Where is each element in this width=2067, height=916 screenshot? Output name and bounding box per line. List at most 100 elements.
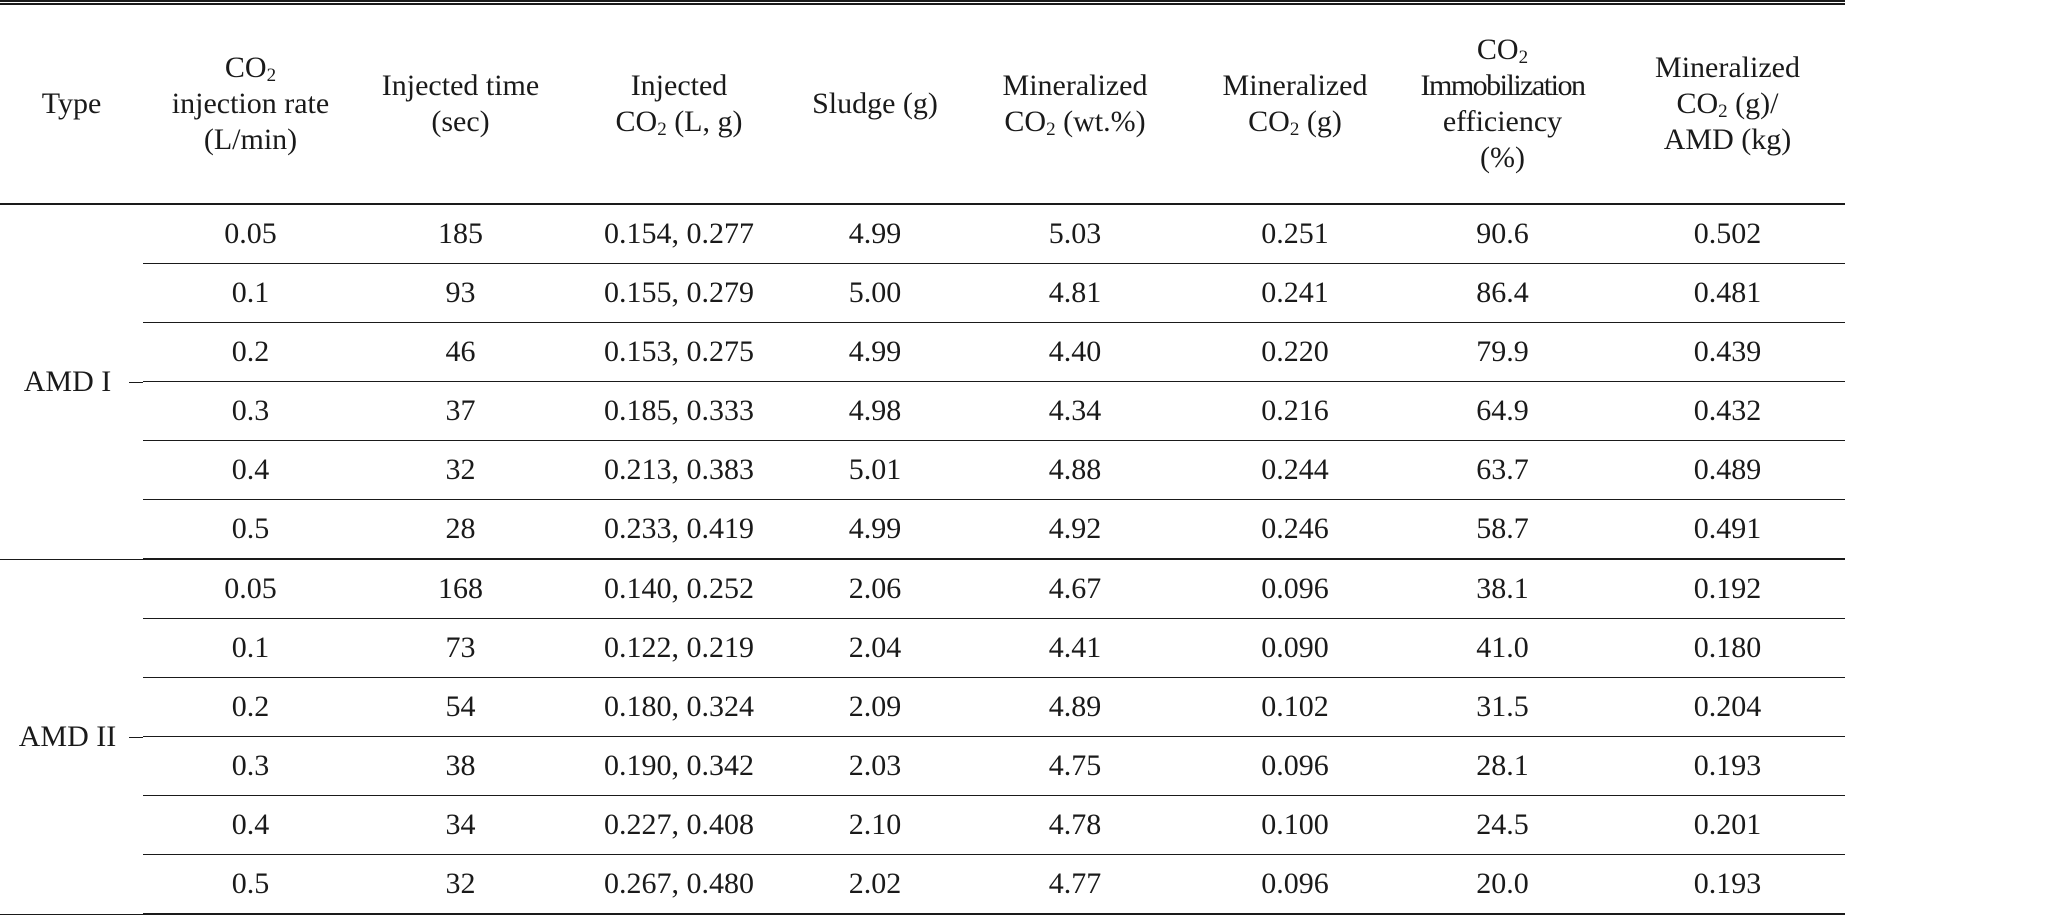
cell-sludge: 4.99 xyxy=(795,204,955,264)
header-mineralized-per-amd: Mineralized CO2 (g)/ AMD (kg) xyxy=(1610,0,1845,205)
cell-mineralized-g: 0.096 xyxy=(1195,736,1395,796)
cell-mineralized-g: 0.102 xyxy=(1195,677,1395,737)
cell-injection-rate: 0.4 xyxy=(143,795,358,855)
header-sludge: Sludge (g) xyxy=(795,0,955,205)
table-row: 0.2 54 0.180, 0.324 2.09 4.89 0.102 31.5 0.204 xyxy=(0,677,1845,737)
cell-sludge: 2.04 xyxy=(795,618,955,678)
cell-injected-time: 32 xyxy=(358,440,563,500)
cell-mineralized-g: 0.251 xyxy=(1195,204,1395,264)
cell-sludge: 2.10 xyxy=(795,795,955,855)
table-row: 0.2 46 0.153, 0.275 4.99 4.40 0.220 79.9 0.439 xyxy=(0,322,1845,382)
co2-mineralization-table: Type CO2 injection rate (L/min) Injected… xyxy=(0,0,1845,915)
cell-mineralized-g: 0.096 xyxy=(1195,854,1395,915)
table-row: 0.4 34 0.227, 0.408 2.10 4.78 0.100 24.5 0.201 xyxy=(0,795,1845,855)
cell-immobilization-efficiency: 41.0 xyxy=(1395,618,1610,678)
cell-mineralized-wt: 4.89 xyxy=(955,677,1195,737)
cell-injected-time: 168 xyxy=(358,559,563,619)
cell-injection-rate: 0.2 xyxy=(143,322,358,382)
header-mineralized-g: Mineralized CO2 (g) xyxy=(1195,0,1395,205)
cell-mineralized-per-amd: 0.491 xyxy=(1610,499,1845,560)
cell-injection-rate: 0.4 xyxy=(143,440,358,500)
cell-injected-time: 46 xyxy=(358,322,563,382)
cell-injection-rate: 0.1 xyxy=(143,618,358,678)
cell-injected-co2: 0.153, 0.275 xyxy=(563,322,795,382)
cell-mineralized-per-amd: 0.180 xyxy=(1610,618,1845,678)
cell-sludge: 2.02 xyxy=(795,854,955,915)
cell-mineralized-per-amd: 0.432 xyxy=(1610,381,1845,441)
table-row: 0.3 37 0.185, 0.333 4.98 4.34 0.216 64.9 0.432 xyxy=(0,381,1845,441)
table-row: 0.5 28 0.233, 0.419 4.99 4.92 0.246 58.7 0.491 xyxy=(0,499,1845,560)
cell-mineralized-wt: 4.67 xyxy=(955,559,1195,619)
cell-injected-co2: 0.154, 0.277 xyxy=(563,204,795,264)
cell-immobilization-efficiency: 86.4 xyxy=(1395,263,1610,323)
cell-injected-time: 54 xyxy=(358,677,563,737)
cell-mineralized-wt: 4.75 xyxy=(955,736,1195,796)
cell-injection-rate: 0.05 xyxy=(143,559,358,619)
cell-sludge: 2.03 xyxy=(795,736,955,796)
cell-mineralized-wt: 4.77 xyxy=(955,854,1195,915)
cell-mineralized-per-amd: 0.193 xyxy=(1610,854,1845,915)
table-row: 0.5 32 0.267, 0.480 2.02 4.77 0.096 20.0 0.193 xyxy=(0,854,1845,915)
cell-injected-co2: 0.213, 0.383 xyxy=(563,440,795,500)
table-row: AMD II 0.05 168 0.140, 0.252 2.06 4.67 0.096 38… xyxy=(0,559,1845,915)
cell-injected-co2: 0.227, 0.408 xyxy=(563,795,795,855)
cell-sludge: 2.09 xyxy=(795,677,955,737)
header-mineralized-wt: Mineralized CO2 (wt.%) xyxy=(955,0,1195,205)
cell-mineralized-wt: 4.41 xyxy=(955,618,1195,678)
header-row: Type CO2 injection rate (L/min) Injected… xyxy=(0,0,1845,205)
header-injected-time: Injected time (sec) xyxy=(358,0,563,205)
cell-mineralized-per-amd: 0.481 xyxy=(1610,263,1845,323)
cell-sludge: 4.98 xyxy=(795,381,955,441)
cell-injected-co2: 0.267, 0.480 xyxy=(563,854,795,915)
type-connector-line xyxy=(129,736,143,738)
cell-injected-time: 38 xyxy=(358,736,563,796)
co2-mineralization-table-container: Type CO2 injection rate (L/min) Injected… xyxy=(0,0,1845,915)
cell-injection-rate: 0.05 xyxy=(143,204,358,264)
cell-injected-time: 32 xyxy=(358,854,563,915)
cell-injection-rate: 0.3 xyxy=(143,736,358,796)
cell-immobilization-efficiency: 64.9 xyxy=(1395,381,1610,441)
cell-mineralized-per-amd: 0.201 xyxy=(1610,795,1845,855)
cell-mineralized-wt: 5.03 xyxy=(955,204,1195,264)
cell-immobilization-efficiency: 79.9 xyxy=(1395,322,1610,382)
table-row: 0.1 73 0.122, 0.219 2.04 4.41 0.090 41.0 0.180 xyxy=(0,618,1845,678)
cell-injected-co2: 0.185, 0.333 xyxy=(563,381,795,441)
cell-immobilization-efficiency: 63.7 xyxy=(1395,440,1610,500)
header-type: Type xyxy=(0,0,143,205)
cell-mineralized-wt: 4.88 xyxy=(955,440,1195,500)
cell-immobilization-efficiency: 24.5 xyxy=(1395,795,1610,855)
cell-immobilization-efficiency: 20.0 xyxy=(1395,854,1610,915)
cell-mineralized-wt: 4.81 xyxy=(955,263,1195,323)
cell-mineralized-per-amd: 0.192 xyxy=(1610,559,1845,619)
cell-mineralized-per-amd: 0.204 xyxy=(1610,677,1845,737)
cell-injection-rate: 0.3 xyxy=(143,381,358,441)
table-row: 0.1 93 0.155, 0.279 5.00 4.81 0.241 86.4 0.481 xyxy=(0,263,1845,323)
table-body: AMD I 0.05 185 0.154, 0.277 4.99 5.03 0.251 90.… xyxy=(0,204,1845,915)
cell-mineralized-g: 0.090 xyxy=(1195,618,1395,678)
cell-mineralized-g: 0.246 xyxy=(1195,499,1395,560)
cell-mineralized-wt: 4.40 xyxy=(955,322,1195,382)
cell-injection-rate: 0.2 xyxy=(143,677,358,737)
cell-mineralized-g: 0.220 xyxy=(1195,322,1395,382)
cell-injected-time: 34 xyxy=(358,795,563,855)
cell-mineralized-wt: 4.92 xyxy=(955,499,1195,560)
cell-injected-time: 93 xyxy=(358,263,563,323)
header-immobilization-efficiency: CO2 Immobilization efficiency (%) xyxy=(1395,0,1610,205)
cell-mineralized-g: 0.241 xyxy=(1195,263,1395,323)
cell-mineralized-per-amd: 0.193 xyxy=(1610,736,1845,796)
cell-injected-time: 37 xyxy=(358,381,563,441)
table-row: AMD I 0.05 185 0.154, 0.277 4.99 5.03 0.251 90.… xyxy=(0,204,1845,560)
cell-injection-rate: 0.5 xyxy=(143,854,358,915)
cell-immobilization-efficiency: 90.6 xyxy=(1395,204,1610,264)
cell-mineralized-per-amd: 0.502 xyxy=(1610,204,1845,264)
cell-injected-time: 185 xyxy=(358,204,563,264)
type-cell: AMD I xyxy=(0,204,143,560)
cell-mineralized-wt: 4.78 xyxy=(955,795,1195,855)
cell-mineralized-g: 0.100 xyxy=(1195,795,1395,855)
cell-sludge: 2.06 xyxy=(795,559,955,619)
cell-mineralized-g: 0.244 xyxy=(1195,440,1395,500)
cell-injected-co2: 0.122, 0.219 xyxy=(563,618,795,678)
cell-mineralized-wt: 4.34 xyxy=(955,381,1195,441)
type-cell: AMD II xyxy=(0,559,143,915)
cell-injected-co2: 0.190, 0.342 xyxy=(563,736,795,796)
